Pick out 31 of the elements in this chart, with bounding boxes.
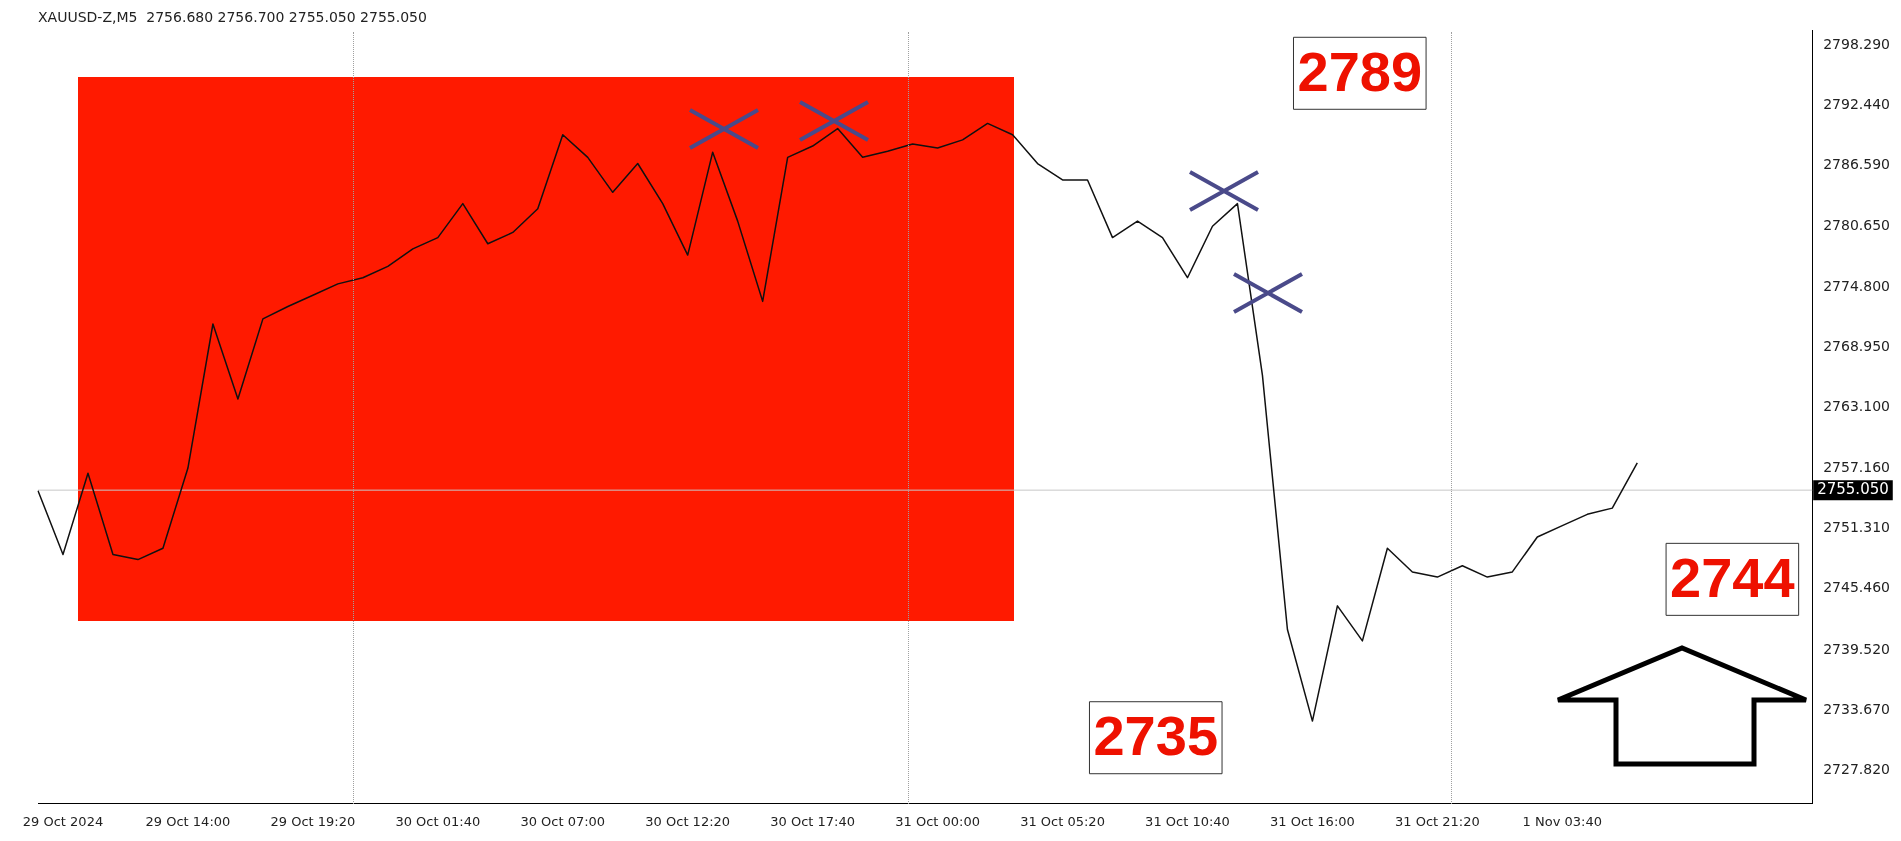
x-tick-label: 30 Oct 17:40 xyxy=(770,813,856,829)
x-tick-label: 31 Oct 00:00 xyxy=(895,813,980,829)
y-tick-label: 2768.950 xyxy=(1823,337,1891,354)
y-tick-label: 2733.670 xyxy=(1823,700,1891,717)
x-tick-label: 29 Oct 2024 xyxy=(22,813,104,829)
x-tick-label: 31 Oct 05:20 xyxy=(1020,813,1105,829)
x-tick-label: 29 Oct 19:20 xyxy=(270,813,356,829)
annotation: 2744 xyxy=(1670,545,1795,609)
x-tick-label: 31 Oct 10:40 xyxy=(1145,813,1230,829)
y-tick-label: 2798.290 xyxy=(1823,35,1891,52)
x-tick-label: 31 Oct 16:00 xyxy=(1270,813,1355,829)
x-tick-label: 31 Oct 21:20 xyxy=(1394,813,1480,829)
x-tick-label: 29 Oct 14:00 xyxy=(145,813,231,829)
chart-title: XAUUSD-Z,M5 2756.680 2756.700 2755.050 2755.050 xyxy=(38,9,427,26)
x-tick-label: 30 Oct 12:20 xyxy=(645,813,731,829)
y-tick-label: 2727.820 xyxy=(1823,760,1891,777)
y-tick-label: 2757.160 xyxy=(1823,459,1891,476)
y-tick-label: 2780.650 xyxy=(1823,217,1891,234)
annotation: 2735 xyxy=(1093,704,1219,768)
y-tick-label: 2774.800 xyxy=(1823,277,1891,294)
x-tick-label: 1 Nov 03:40 xyxy=(1522,813,1602,829)
x-tick-label: 30 Oct 01:40 xyxy=(395,813,481,829)
y-tick-label: 2751.310 xyxy=(1823,519,1891,536)
y-tick-label: 2763.100 xyxy=(1823,397,1891,414)
x-tick-label: 30 Oct 07:00 xyxy=(520,813,606,829)
y-tick-label: 2786.590 xyxy=(1823,156,1891,173)
y-tick-label: 2745.460 xyxy=(1823,579,1891,596)
y-tick-label: 2792.440 xyxy=(1823,96,1891,113)
ref-line-label: 2755.050 xyxy=(1817,480,1889,499)
annotation: 2789 xyxy=(1297,39,1423,103)
y-tick-label: 2739.520 xyxy=(1823,640,1891,657)
